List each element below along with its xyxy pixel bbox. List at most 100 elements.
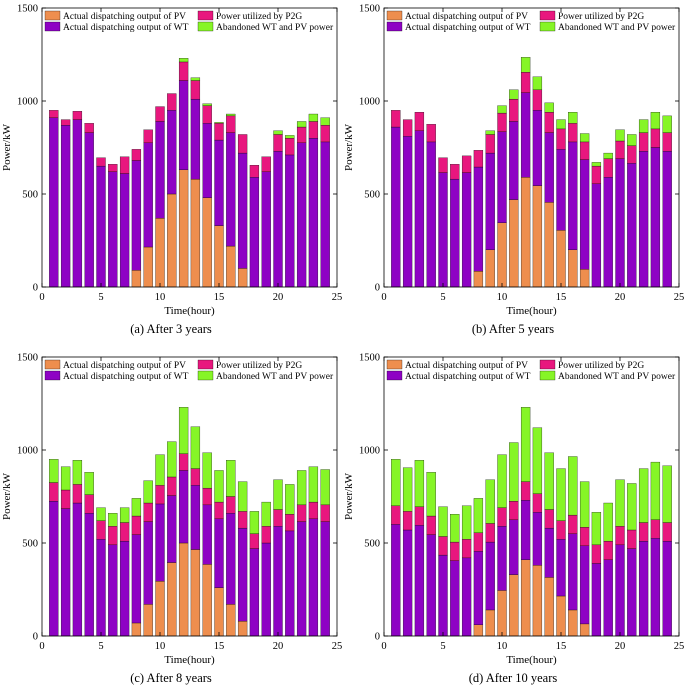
bar-abandoned-h11 <box>167 441 177 478</box>
bar-pv-h14 <box>544 577 554 637</box>
bar-abandoned-h13 <box>532 427 543 494</box>
bar-abandoned-h19 <box>261 501 271 527</box>
legend-swatch <box>197 370 214 381</box>
y-tick-label: 1000 <box>17 97 38 108</box>
bar-wt-h9 <box>485 152 495 250</box>
bar-abandoned-h19 <box>603 502 613 542</box>
bar-p2g-h22 <box>638 132 649 152</box>
bar-abandoned-h15 <box>556 119 566 130</box>
bar-wt-h14 <box>202 123 212 198</box>
legend-swatch <box>386 359 403 370</box>
bar-p2g-h19 <box>603 158 613 178</box>
bar-wt-h24 <box>662 540 672 637</box>
bar-wt-h3 <box>72 502 83 637</box>
bar-p2g-h17 <box>237 511 248 529</box>
bar-abandoned-h23 <box>650 112 661 130</box>
bar-pv-h10 <box>155 580 165 637</box>
bar-wt-h16 <box>568 141 578 250</box>
legend-label: Actual dispatching output of WT <box>405 371 531 382</box>
bar-p2g-h13 <box>190 80 201 100</box>
bar-pv-h16 <box>568 609 578 637</box>
bar-abandoned-h14 <box>544 102 554 113</box>
bars <box>391 57 672 288</box>
bar-wt-h7 <box>461 172 472 288</box>
x-tick-label: 25 <box>332 641 343 652</box>
x-tick-label: 5 <box>440 641 445 652</box>
legend-label: Actual dispatching output of PV <box>63 11 186 22</box>
bar-abandoned-h24 <box>662 115 672 133</box>
bar-abandoned-h6 <box>108 513 118 527</box>
bar-p2g-h13 <box>532 89 543 111</box>
bar-wt-h22 <box>638 540 649 637</box>
bar-p2g-h9 <box>143 129 153 144</box>
bar-abandoned-h6 <box>450 514 460 543</box>
legend-label: Abandoned WT and PV power <box>216 372 334 382</box>
legend-label: Power utilized by P2G <box>558 361 644 371</box>
bar-abandoned-h4 <box>426 472 436 517</box>
bar-p2g-h14 <box>544 509 554 529</box>
x-tick-label: 20 <box>615 292 626 303</box>
bar-abandoned-h22 <box>638 119 649 133</box>
bar-wt-h13 <box>190 485 201 550</box>
bar-p2g-h12 <box>178 61 189 81</box>
x-tick-label: 15 <box>214 641 225 652</box>
y-axis-label: Power/kW <box>1 123 13 171</box>
bar-wt-h24 <box>320 521 330 637</box>
x-tick-label: 25 <box>674 292 685 303</box>
x-tick-label: 20 <box>273 292 284 303</box>
bar-wt-h3 <box>414 130 425 288</box>
bar-wt-h23 <box>308 518 319 637</box>
bar-wt-h4 <box>84 132 94 288</box>
bar-abandoned-h19 <box>603 152 613 159</box>
bar-wt-h17 <box>579 545 590 625</box>
bar-abandoned-h21 <box>627 134 637 146</box>
bar-wt-h16 <box>226 513 236 605</box>
bar-p2g-h2 <box>402 119 413 137</box>
bar-wt-h5 <box>96 165 106 288</box>
bar-pv-h17 <box>237 620 248 637</box>
bar-abandoned-h22 <box>296 470 307 506</box>
bar-abandoned-h18 <box>591 162 602 167</box>
bar-p2g-h1 <box>49 482 59 502</box>
chart-panel-b: 0 5 10 15 20 25 0 500 1000 1500 Time(hour) Power/kW… <box>342 0 684 348</box>
bar-wt-h22 <box>296 521 307 637</box>
bar-wt-h15 <box>556 149 566 231</box>
bar-pv-h12 <box>520 177 531 288</box>
bar-abandoned-h14 <box>202 452 212 489</box>
legend-label: Power utilized by P2G <box>558 12 644 22</box>
bar-pv-h9 <box>143 604 153 637</box>
x-tick-label: 10 <box>497 641 508 652</box>
bar-wt-h5 <box>438 554 448 637</box>
bar-abandoned-h8 <box>131 498 142 517</box>
bar-pv-h15 <box>556 230 566 288</box>
bar-pv-h16 <box>226 604 236 637</box>
bar-pv-h8 <box>473 271 484 288</box>
bars <box>49 407 330 637</box>
bar-abandoned-h9 <box>485 130 495 135</box>
plot-frame <box>383 356 680 637</box>
bar-abandoned-h17 <box>579 481 590 528</box>
bar-abandoned-h14 <box>202 103 212 106</box>
bar-p2g-h12 <box>178 453 189 471</box>
legend-swatch <box>197 10 214 21</box>
legend-swatch <box>539 359 556 370</box>
bar-pv-h9 <box>485 249 495 288</box>
chart-svg: 0 5 10 15 20 25 0 500 1000 1500 Time(hour) Power/kW… <box>343 353 684 667</box>
x-tick-label: 10 <box>497 292 508 303</box>
bar-p2g-h3 <box>72 111 83 120</box>
x-axis-label: Time(hour) <box>164 654 215 666</box>
bar-abandoned-h22 <box>638 468 649 523</box>
bar-abandoned-h15 <box>214 470 224 503</box>
x-tick-label: 5 <box>98 292 103 303</box>
bar-pv-h8 <box>131 622 142 637</box>
y-axis-label: Power/kW <box>1 472 13 520</box>
bar-wt-h13 <box>190 98 201 180</box>
bar-p2g-h18 <box>591 544 602 564</box>
bar-pv-h17 <box>579 623 590 637</box>
bar-wt-h8 <box>473 166 484 272</box>
bar-wt-h6 <box>450 178 460 288</box>
bar-p2g-h6 <box>108 526 118 546</box>
y-tick-label: 1000 <box>17 446 38 457</box>
x-axis-label: Time(hour) <box>506 305 557 317</box>
y-tick-label: 0 <box>33 632 38 643</box>
